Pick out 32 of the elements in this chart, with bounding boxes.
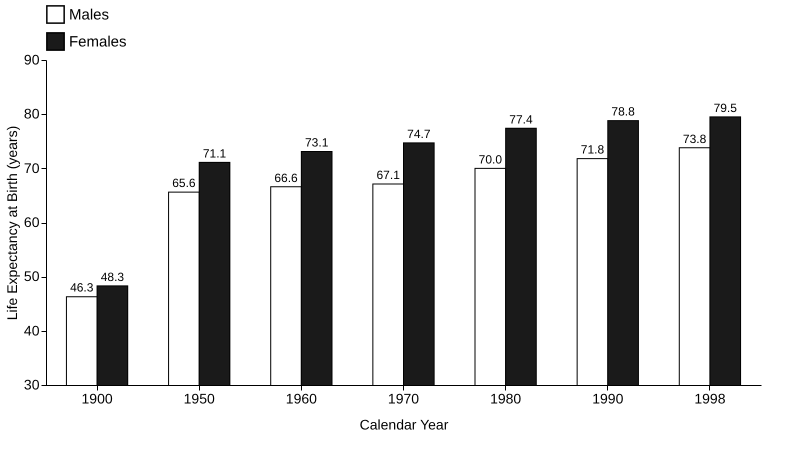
text: 79.5 xyxy=(714,100,737,115)
text: 71.8 xyxy=(580,142,604,157)
x-tick-label: 1990 xyxy=(592,390,624,406)
text: 73.1 xyxy=(305,136,328,150)
y-axis-title: Life Expectancy at Birth (years) xyxy=(4,126,20,320)
x-axis-title: Calendar Year xyxy=(360,416,449,432)
y-tick-label: 30 xyxy=(24,376,40,392)
legend-label: Males xyxy=(69,6,110,24)
x-tick-label: 1900 xyxy=(81,390,113,406)
y-tick-label: 90 xyxy=(24,52,40,68)
y-tick-label: 60 xyxy=(24,214,40,230)
x-tick-label: 1998 xyxy=(694,390,726,406)
x-tick-label: 1980 xyxy=(490,390,522,406)
y-tick-label: 70 xyxy=(24,160,40,176)
text: 73.8 xyxy=(682,132,706,146)
text: 77.4 xyxy=(509,112,533,126)
y-tick-label: 50 xyxy=(24,268,40,284)
text: 46.3 xyxy=(70,280,94,295)
x-tick-label: 1960 xyxy=(286,390,318,406)
text: 66.6 xyxy=(274,170,298,185)
legend-label: Females xyxy=(69,34,127,50)
y-tick-label: 40 xyxy=(24,322,40,338)
x-tick-label: 1970 xyxy=(388,390,420,406)
text: 67.1 xyxy=(376,168,400,182)
x-tick-label: 1950 xyxy=(184,390,215,406)
text: 48.3 xyxy=(100,270,124,284)
text: 74.7 xyxy=(407,126,430,141)
text: 70.0 xyxy=(478,152,502,166)
text: 65.6 xyxy=(172,176,196,190)
text: 71.1 xyxy=(202,146,226,160)
y-tick-label: 80 xyxy=(24,106,40,122)
text: 78.8 xyxy=(611,104,635,119)
